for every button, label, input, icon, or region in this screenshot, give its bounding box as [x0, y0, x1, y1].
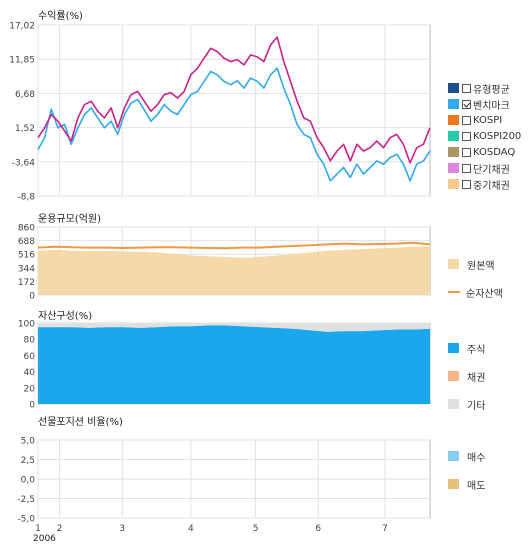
legend-item-kospi200[interactable]: KOSPI200	[448, 128, 521, 144]
y-tick-label: 6,68	[15, 90, 35, 100]
x-tick-label: 6	[315, 524, 321, 534]
x-tick-label: 1	[35, 524, 41, 534]
legend-item-kosdaq[interactable]: KOSDAQ	[448, 144, 521, 160]
short-bond-swatch	[448, 163, 459, 173]
legend-item-type-average[interactable]: 유형평균	[448, 80, 521, 96]
bond-swatch	[448, 371, 459, 381]
legend-item-other: 기타	[448, 390, 485, 418]
legend-item-stock: 주식	[448, 334, 485, 362]
legend-item-sell: 매도	[448, 470, 485, 498]
y-tick-label: -8,8	[17, 193, 35, 203]
kospi-checkbox[interactable]	[462, 115, 471, 125]
y-tick-label: 0,0	[21, 476, 36, 486]
legend-label: 주식	[467, 344, 486, 356]
kospi200-swatch	[448, 131, 459, 141]
plot-frame	[37, 24, 431, 197]
y-tick-label: 80	[24, 336, 36, 346]
other-swatch	[448, 399, 459, 409]
series-line-7	[37, 36, 431, 164]
legend-label: 기타	[467, 400, 486, 412]
stock-swatch	[448, 343, 459, 353]
aum-chart-title: 운용규모(억원)	[38, 214, 102, 225]
asset-area-0	[38, 325, 430, 404]
legend-label: 단기채권	[473, 164, 510, 176]
futures-legend: 매수 매도	[448, 442, 485, 498]
asset-area-2	[38, 323, 430, 332]
x-tick-label: 7	[382, 524, 388, 534]
legend-item-benchmark[interactable]: 벤치마크	[448, 96, 521, 112]
return-chart-title: 수익률(%)	[38, 11, 83, 22]
legend-item-principal: 원본액	[448, 250, 503, 278]
y-tick-label: 0	[29, 401, 35, 411]
y-tick-label: 100	[18, 320, 35, 330]
asset-legend: 주식 채권 기타	[448, 334, 485, 418]
y-tick-label: 688	[18, 237, 35, 247]
chart-panel-0: 17,02 11,85 6,68 1,52 -3,64 -8,8	[9, 22, 431, 203]
benchmark-checkbox[interactable]	[462, 99, 471, 109]
kosdaq-checkbox[interactable]	[462, 147, 471, 157]
kospi-swatch	[448, 115, 459, 125]
y-tick-label: 20	[24, 384, 36, 394]
legend-label: 순자산액	[466, 288, 503, 300]
legend-item-short-bond[interactable]: 단기채권	[448, 160, 521, 176]
legend-item-kospi[interactable]: KOSPI	[448, 112, 521, 128]
kosdaq-swatch	[448, 147, 459, 157]
x-tick-label: 2	[57, 524, 63, 534]
type-average-swatch	[448, 83, 459, 93]
y-tick-label: 860	[18, 224, 35, 234]
kospi200-checkbox[interactable]	[462, 131, 471, 141]
aum-legend: 원본액 순자산액	[448, 250, 503, 306]
legend-label: 원본액	[467, 260, 495, 272]
return-legend: 유형평균 벤치마크 KOSPI KOSPI200 KOSDAQ 단기채권	[448, 80, 521, 192]
futures-chart-title: 선물포지션 비율(%)	[38, 417, 123, 428]
y-tick-label: 5,0	[21, 437, 36, 447]
y-tick-label: 344	[18, 264, 35, 274]
net-asset-swatch	[448, 291, 460, 293]
x-tick-label: 5	[253, 524, 259, 534]
y-tick-label: 2,5	[21, 456, 35, 466]
principal-area	[38, 246, 430, 295]
legend-label: KOSPI	[473, 114, 503, 126]
y-tick-label: 11,85	[9, 56, 35, 66]
y-tick-label: 0	[29, 292, 35, 302]
y-tick-label: 172	[18, 278, 35, 288]
sell-swatch	[448, 479, 459, 489]
mid-bond-swatch	[448, 179, 459, 189]
y-tick-label: 1,52	[15, 124, 35, 134]
y-tick-label: -5,0	[17, 515, 35, 525]
mid-bond-checkbox[interactable]	[462, 179, 471, 189]
legend-label: KOSPI200	[473, 130, 522, 142]
legend-label: 채권	[467, 372, 486, 384]
legend-label: 벤치마크	[473, 100, 510, 112]
y-tick-label: -3,64	[12, 158, 36, 168]
buy-swatch	[448, 451, 459, 461]
benchmark-swatch	[448, 99, 459, 109]
series-line-0	[37, 67, 431, 182]
legend-label: KOSDAQ	[473, 146, 516, 158]
legend-label: 매수	[467, 452, 486, 464]
type-average-checkbox[interactable]	[462, 83, 471, 93]
x-axis-year-label: 2006	[33, 534, 56, 544]
chart-panel-3: 5,0 2,5 0,0 -2,5 -5,0	[17, 437, 431, 525]
legend-item-buy: 매수	[448, 442, 485, 470]
y-tick-label: 40	[24, 368, 36, 378]
legend-item-bond: 채권	[448, 362, 485, 390]
legend-item-net-asset: 순자산액	[448, 278, 503, 306]
legend-label: 유형평균	[473, 84, 510, 96]
y-tick-label: -2,5	[17, 495, 35, 505]
legend-item-mid-bond[interactable]: 중기채권	[448, 176, 521, 192]
y-tick-label: 17,02	[9, 22, 35, 32]
x-tick-label: 4	[188, 524, 194, 534]
x-tick-label: 3	[119, 524, 125, 534]
y-tick-label: 60	[24, 352, 36, 362]
y-tick-label: 516	[18, 251, 35, 261]
net-asset-line	[37, 241, 431, 250]
asset-chart-title: 자산구성(%)	[38, 311, 93, 322]
legend-label: 매도	[467, 480, 486, 492]
principal-swatch	[448, 259, 459, 269]
legend-label: 중기채권	[473, 180, 510, 192]
short-bond-checkbox[interactable]	[462, 163, 471, 173]
